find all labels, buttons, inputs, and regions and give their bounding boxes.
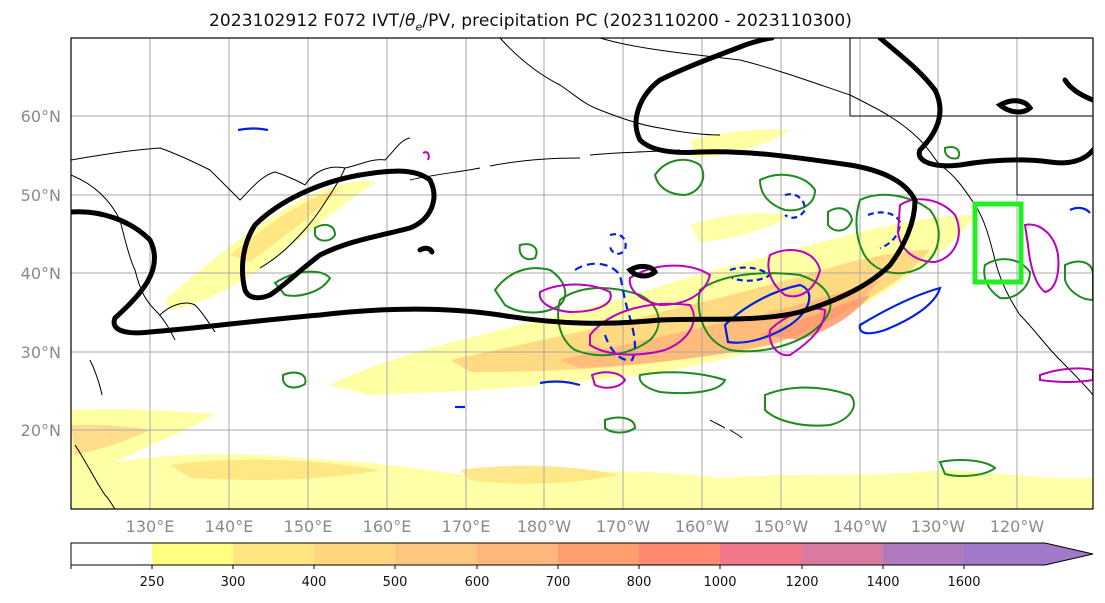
lon-label-170e: 170°E bbox=[442, 517, 491, 536]
lon-label-180w: 180°W bbox=[517, 517, 572, 536]
title-prefix: 2023102912 F072 IVT/ bbox=[209, 11, 405, 31]
highlight-box bbox=[972, 201, 1024, 285]
map-title: 2023102912 F072 IVT/θe/PV, precipitation… bbox=[209, 11, 852, 33]
lon-label-130e: 130°E bbox=[126, 517, 175, 536]
lon-label-120w: 120°W bbox=[990, 517, 1045, 536]
colorbar-seg-5 bbox=[477, 543, 558, 565]
coastlines bbox=[71, 38, 1093, 509]
colorbar-seg-10 bbox=[883, 543, 964, 565]
colorbar-seg-4 bbox=[395, 543, 477, 565]
lon-label-130w: 130°W bbox=[911, 517, 966, 536]
lon-label-170w: 170°W bbox=[596, 517, 651, 536]
lat-labels: 60°N 50°N 40°N 30°N 20°N bbox=[21, 107, 61, 440]
colorbar-label-300: 300 bbox=[221, 575, 246, 590]
lat-label-50: 50°N bbox=[21, 186, 61, 205]
colorbar-label-1600: 1600 bbox=[947, 575, 980, 590]
colorbar-label-700: 700 bbox=[546, 575, 571, 590]
title-bar: 2023102912 F072 IVT/θe/PV, precipitation… bbox=[0, 0, 1105, 36]
colorbar-label-500: 500 bbox=[383, 575, 408, 590]
lon-label-150e: 150°E bbox=[284, 517, 333, 536]
colorbar-seg-1 bbox=[152, 543, 233, 565]
colorbar-seg-9 bbox=[802, 543, 883, 565]
map-frame bbox=[70, 37, 1094, 510]
colorbar-extend-arrow bbox=[964, 543, 1093, 565]
colorbar-seg-7 bbox=[639, 543, 720, 565]
colorbar-seg-0 bbox=[71, 543, 152, 565]
colorbar-label-1400: 1400 bbox=[866, 575, 899, 590]
colorbar-seg-2 bbox=[233, 543, 314, 565]
ivt-contours bbox=[71, 38, 1093, 336]
colorbar-outline bbox=[70, 542, 1094, 566]
lon-label-140w: 140°W bbox=[833, 517, 888, 536]
pv-contours bbox=[237, 127, 1091, 409]
colorbar: 250 300 400 500 600 700 800 1000 1200 14… bbox=[70, 542, 1094, 590]
gridlines bbox=[71, 38, 1093, 509]
lat-label-20: 20°N bbox=[21, 421, 61, 440]
title-theta-sub: e bbox=[415, 20, 423, 34]
colorbar-seg-8 bbox=[720, 543, 802, 565]
lat-label-40: 40°N bbox=[21, 264, 61, 283]
lon-label-140e: 140°E bbox=[205, 517, 254, 536]
theta-e-contours bbox=[273, 146, 1093, 477]
colorbar-label-1000: 1000 bbox=[703, 575, 736, 590]
lat-label-60: 60°N bbox=[21, 107, 61, 126]
lon-label-160w: 160°W bbox=[675, 517, 730, 536]
colorbar-seg-6 bbox=[558, 543, 639, 565]
colorbar-seg-3 bbox=[314, 543, 395, 565]
colorbar-label-800: 800 bbox=[627, 575, 652, 590]
colorbar-label-400: 400 bbox=[302, 575, 327, 590]
title-suffix: /PV, precipitation PC (2023110200 - 2023… bbox=[422, 11, 853, 31]
colorbar-label-250: 250 bbox=[140, 575, 165, 590]
lon-label-150w: 150°W bbox=[754, 517, 809, 536]
colorbar-ticks bbox=[70, 565, 965, 569]
lon-label-160e: 160°E bbox=[363, 517, 412, 536]
title-theta: θ bbox=[404, 11, 416, 31]
lon-labels: 130°E 140°E 150°E 160°E 170°E 180°W 170°… bbox=[126, 517, 1045, 536]
lat-label-30: 30°N bbox=[21, 343, 61, 362]
map-layers bbox=[71, 38, 1093, 509]
colorbar-label-1200: 1200 bbox=[785, 575, 818, 590]
colorbar-label-600: 600 bbox=[465, 575, 490, 590]
